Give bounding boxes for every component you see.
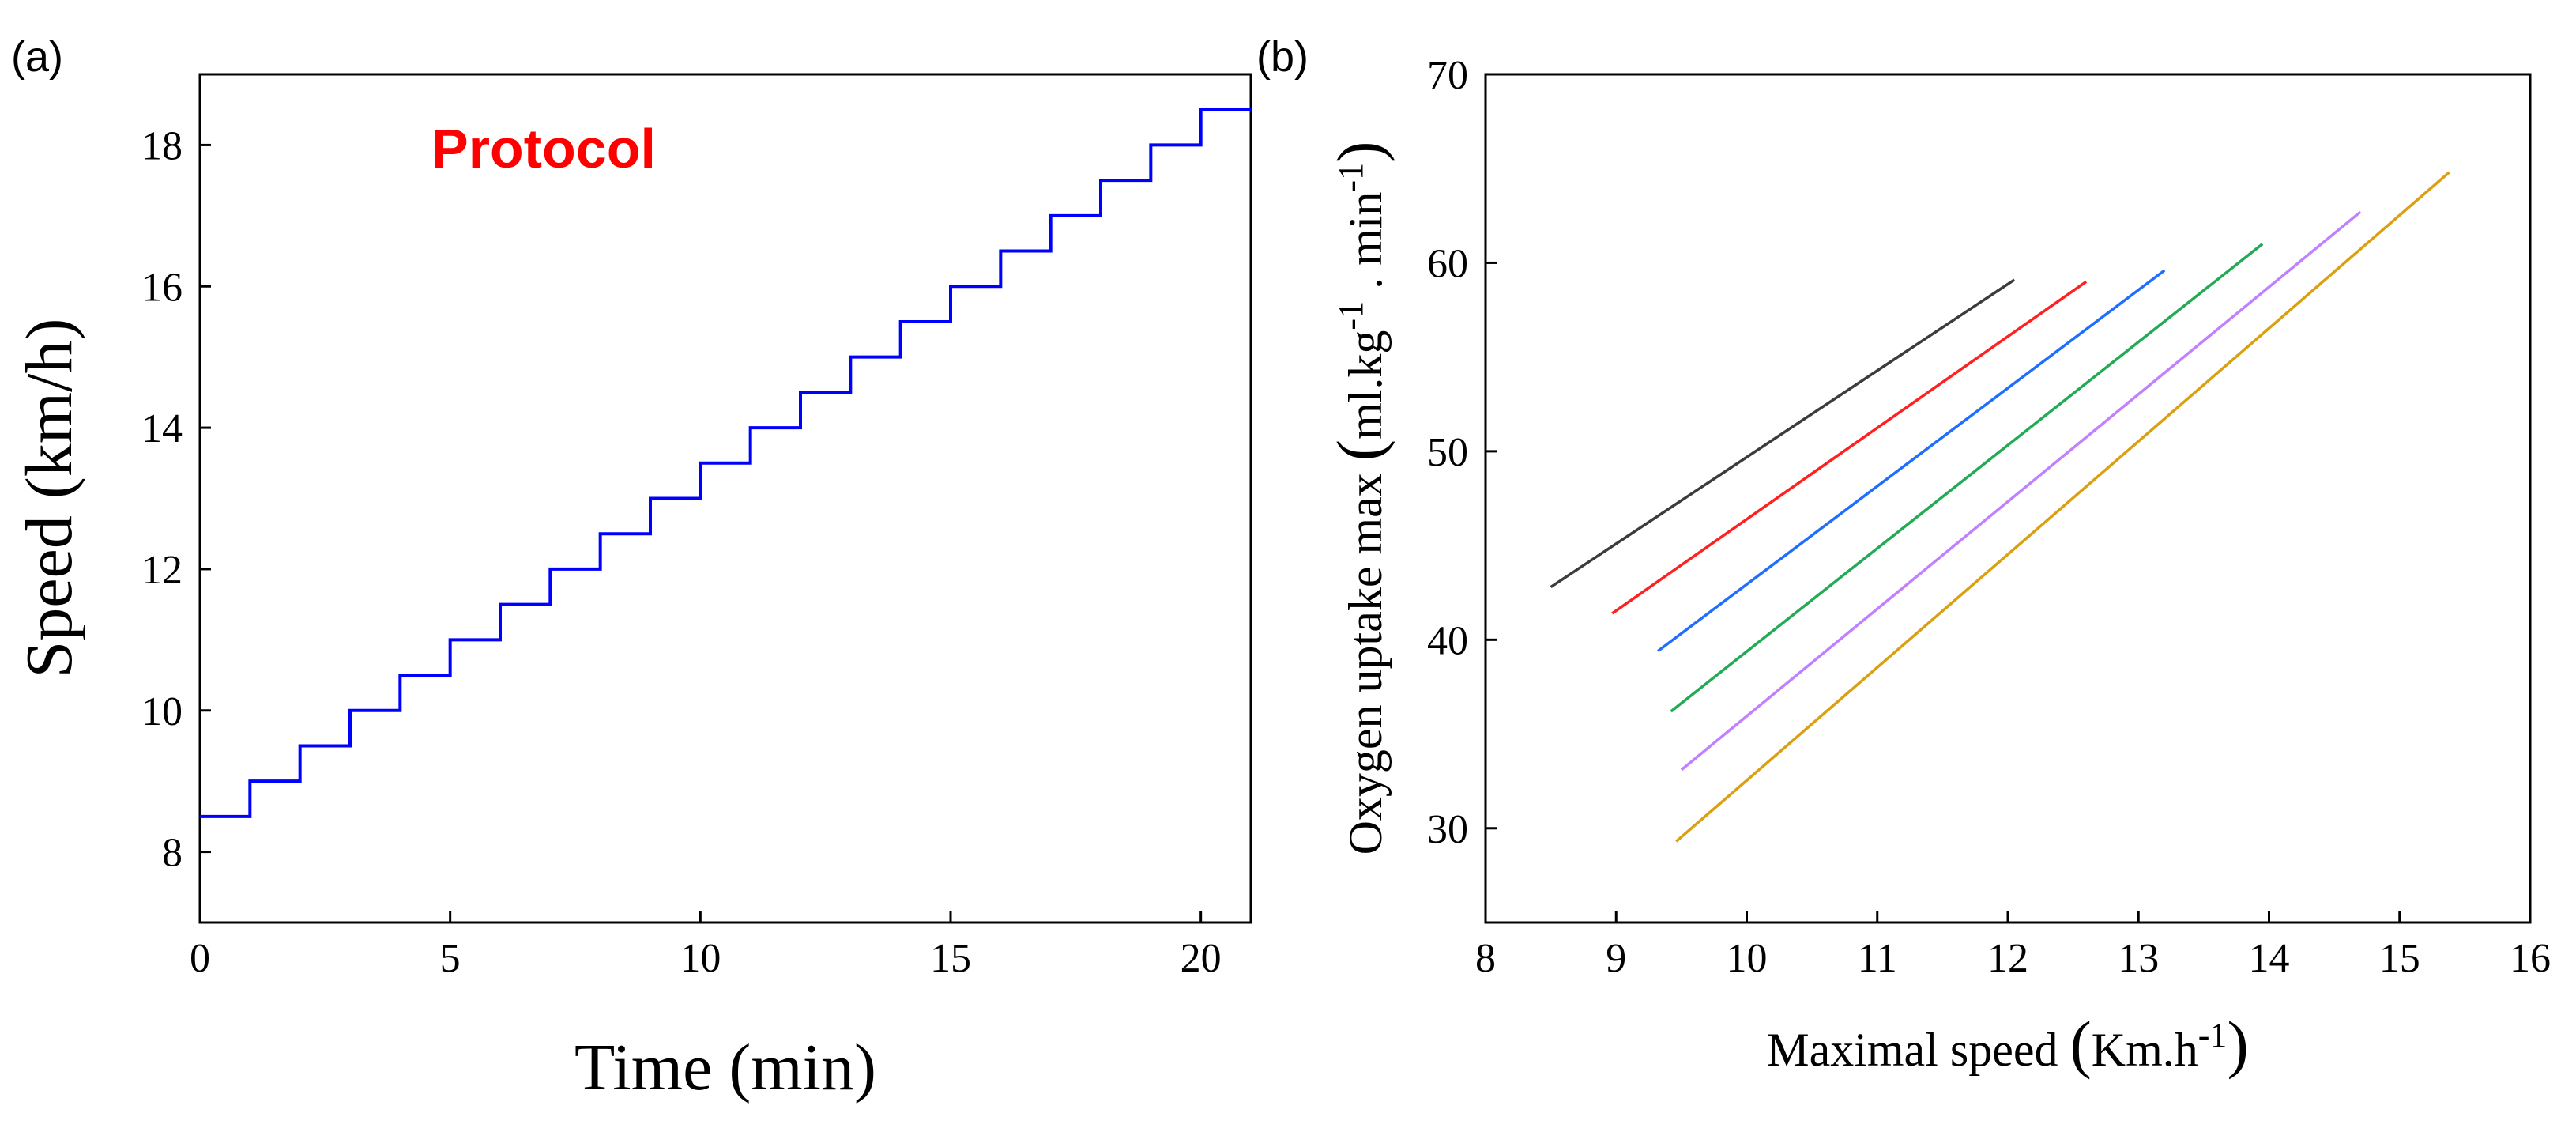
panel-a-label: (a) [11,33,63,81]
panel-b-ticks [1484,73,2532,923]
panel-b-series-line-green [1670,243,2264,713]
panel-b-tick-labels: 8 9 10 11 12 13 14 15 16 30 40 50 60 70 [1427,53,2551,981]
panel-a-annotation: Protocol [431,118,656,179]
panel-b-series-line-orange [1675,171,2450,843]
panel-a-x-tick-label: 15 [930,936,971,981]
panel-b-y-axis-title: Oxygen uptake max (ml.kg-1 . min-1) [1324,142,1395,855]
panel-a-y-tick-label: 8 [162,831,183,876]
panel-a-x-tick-label: 5 [440,936,461,981]
panel-b-y-axis-title-unit1: ml.kg [1339,330,1392,440]
panel-a-plot-frame [198,73,1252,924]
panel-a-ticks [198,143,1203,923]
panel-b-x-tick-label: 10 [1727,936,1768,981]
panel-b-x-tick-label: 11 [1858,936,1897,981]
panel-b-label: (b) [1256,33,1309,81]
panel-b-x-tick-label: 14 [2249,936,2290,981]
panel-b-y-axis-title-main: Oxygen uptake max [1339,461,1392,855]
panel-a-y-tick-label: 10 [141,689,183,734]
panel-b-y-tick-label: 30 [1427,807,1468,852]
panel-a-x-axis-title: Time (min) [574,1031,876,1104]
panel-b-x-axis-title-main: Maximal speed [1767,1024,2069,1076]
panel-b-x-tick-label: 15 [2379,936,2420,981]
panel-b-y-axis-title-sup2: -1 [1331,163,1370,192]
panel-b-x-axis-title-superscript: -1 [2198,1016,2228,1055]
panel-a-y-tick-label: 16 [141,265,183,310]
panel-b-y-tick-label: 50 [1427,430,1468,475]
panel-b-x-tick-label: 12 [1987,936,2028,981]
panel-b-plot-frame [1484,73,2532,924]
panel-b-y-axis-title-sup1: -1 [1331,301,1370,330]
panel-b-x-tick-label: 13 [2118,936,2159,981]
panel-b-y-tick-label: 60 [1427,241,1468,286]
panel-b-series-line-blue [1657,269,2166,653]
panel-b: (b) 8 9 10 11 12 13 14 15 16 30 40 50 60 70 Maximal s… [1256,33,2551,1080]
panel-a-step-line [200,108,1251,818]
panel-b-series-line-black [1550,278,2016,589]
panel-b-x-tick-label: 16 [2510,936,2551,981]
panel-b-y-axis-title-close-paren: ) [1324,142,1395,163]
panel-b-y-axis-title-mid: . min [1339,192,1392,301]
panel-b-x-tick-label: 8 [1475,936,1496,981]
panel-a-y-tick-label: 18 [141,123,183,168]
panel-b-y-tick-label: 40 [1427,618,1468,663]
panel-a-y-tick-label: 12 [141,548,183,593]
panel-b-series-line-purple [1680,210,2362,772]
panel-b-x-tick-label: 9 [1606,936,1626,981]
panel-a: (a) 0 5 10 15 20 8 10 12 14 16 18 Protocol Time (m… [11,33,1252,1104]
panel-a-x-tick-label: 20 [1181,936,1222,981]
panel-a-y-tick-label: 14 [141,406,183,451]
panel-b-x-axis-title-unit: Km.h [2092,1024,2198,1076]
panel-a-x-tick-label: 0 [190,936,210,981]
panel-a-y-axis-title: Speed (km/h) [13,319,86,678]
panel-b-series-line-red [1611,280,2088,615]
panel-b-y-axis-title-open-paren: ( [1324,440,1395,461]
panel-a-tick-labels: 0 5 10 15 20 8 10 12 14 16 18 [141,123,1222,981]
panel-b-x-axis-title-open-paren: ( [2069,1008,2091,1080]
panel-b-series-lines [1550,171,2450,843]
panel-b-x-axis-title-close-paren: ) [2227,1008,2248,1080]
panel-a-x-tick-label: 10 [680,936,721,981]
panel-b-y-tick-label: 70 [1427,53,1468,98]
panel-b-x-axis-title: Maximal speed (Km.h-1) [1767,1008,2249,1080]
